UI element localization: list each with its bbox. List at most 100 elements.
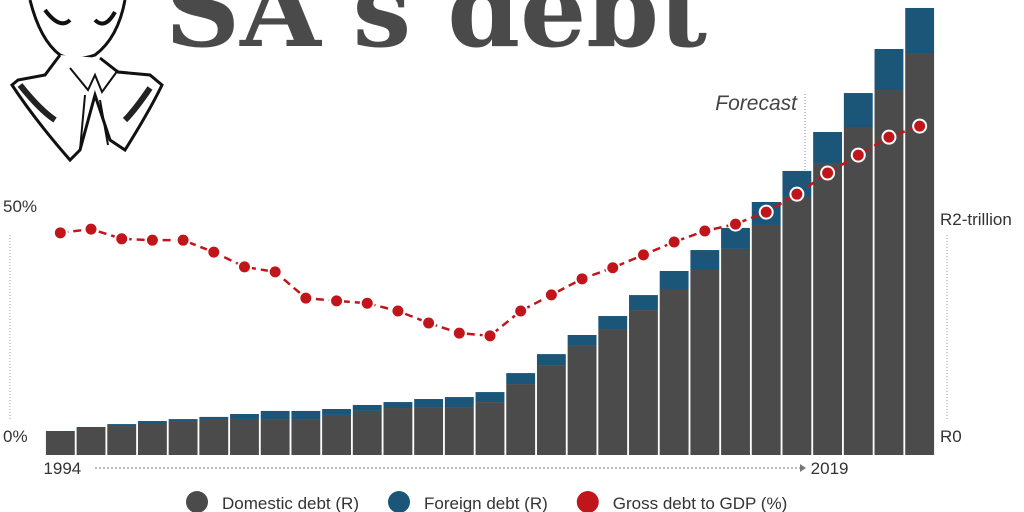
bar-segment — [352, 404, 382, 411]
bar-segment — [168, 421, 198, 455]
legend-label: Foreign debt (R) — [424, 494, 548, 512]
line-dot — [881, 129, 897, 145]
bar-segment — [843, 93, 873, 128]
bar-segment — [137, 422, 167, 455]
line-dot — [52, 225, 68, 241]
legend-label: Gross debt to GDP (%) — [613, 494, 787, 512]
bar-segment — [567, 345, 597, 455]
line-dot — [820, 165, 836, 181]
line-dot — [451, 325, 467, 341]
bar-segment — [905, 53, 935, 455]
legend-swatch — [186, 491, 208, 512]
bar-segment — [506, 384, 536, 455]
bar-segment — [230, 418, 259, 455]
x-tick-label: 2019 — [811, 459, 849, 478]
line-dot — [144, 232, 160, 248]
line-dot — [114, 231, 130, 247]
line-dot — [605, 260, 621, 276]
time-axis-arrow — [800, 464, 806, 472]
bar-segment — [444, 407, 474, 455]
bar-segment — [874, 48, 904, 91]
line-dot — [298, 290, 314, 306]
bar-segment — [721, 248, 750, 455]
line-dot — [359, 295, 375, 311]
bar-segment — [782, 196, 812, 455]
x-tick-label: 1994 — [43, 459, 81, 478]
line-dot — [728, 216, 744, 232]
legend-swatch — [387, 491, 410, 512]
portrait-sketch — [10, 0, 164, 163]
bar-segment — [199, 416, 229, 420]
y2-tick-label: R2-trillion — [940, 210, 1012, 229]
line-dot — [666, 234, 682, 250]
line-dot — [574, 271, 590, 287]
bar-segment — [629, 310, 658, 455]
legend-label: Domestic debt (R) — [222, 494, 359, 512]
line-dot — [421, 315, 437, 331]
bar-segment — [76, 427, 106, 455]
line-dot — [635, 247, 651, 263]
line-dot — [206, 244, 222, 260]
bar-segment — [536, 354, 566, 366]
bar-segment — [45, 431, 75, 432]
bar-segment — [874, 90, 904, 456]
bar-segment — [352, 410, 382, 455]
line-dot — [850, 147, 866, 163]
bar-segment — [721, 227, 750, 249]
bar-segment — [291, 410, 321, 420]
bar-segment — [322, 408, 351, 415]
line-dot — [758, 204, 774, 220]
bar-segment — [137, 421, 167, 423]
bar-segment — [813, 163, 843, 456]
line — [60, 124, 921, 338]
bar-segment — [260, 410, 290, 420]
bar-segment — [414, 399, 444, 408]
line-dot — [390, 303, 406, 319]
line-dot — [175, 232, 191, 248]
bar-segment — [199, 419, 229, 455]
bar-segment — [322, 414, 351, 455]
bar-segment — [905, 7, 935, 54]
bar-segment — [536, 365, 566, 455]
line-dot — [912, 118, 928, 134]
bar-segment — [813, 131, 843, 164]
bar-segment — [76, 427, 106, 428]
bar-segment — [843, 127, 873, 455]
chart-title: SA's debt — [165, 0, 707, 71]
bar-segment — [107, 426, 137, 455]
bar-segment — [444, 397, 474, 408]
bar-segment — [414, 407, 444, 455]
bar-segment — [659, 288, 689, 455]
bar-segment — [475, 392, 505, 403]
bar-segment — [659, 270, 689, 289]
bar-segment — [291, 419, 321, 455]
bar-segment — [107, 424, 137, 427]
legend-swatch — [576, 491, 599, 512]
bar-segment — [260, 419, 290, 455]
line-dot — [543, 287, 559, 303]
bar-segment — [168, 419, 198, 422]
bar-segment — [629, 295, 658, 311]
line-dot — [697, 223, 713, 239]
bar-segment — [690, 270, 720, 455]
bar-segment — [598, 316, 628, 330]
bar-segment — [506, 373, 536, 385]
bar-segment — [475, 402, 505, 455]
line-dot — [513, 303, 529, 319]
y-tick-label: 50% — [3, 197, 37, 216]
bar-segment — [383, 402, 413, 409]
line-dot — [83, 221, 99, 237]
y2-tick-label: R0 — [940, 427, 962, 446]
bar-segment — [567, 334, 597, 346]
line-dot — [236, 259, 252, 275]
bar-segment — [383, 408, 413, 455]
forecast-annotation: Forecast — [715, 92, 798, 115]
bar-segment — [751, 224, 781, 455]
line-dot — [329, 293, 345, 309]
y-tick-label: 0% — [3, 427, 28, 446]
bar-segment — [598, 329, 628, 455]
bar-segment — [690, 250, 720, 271]
line-dot — [789, 186, 805, 202]
bar-segment — [45, 431, 75, 455]
